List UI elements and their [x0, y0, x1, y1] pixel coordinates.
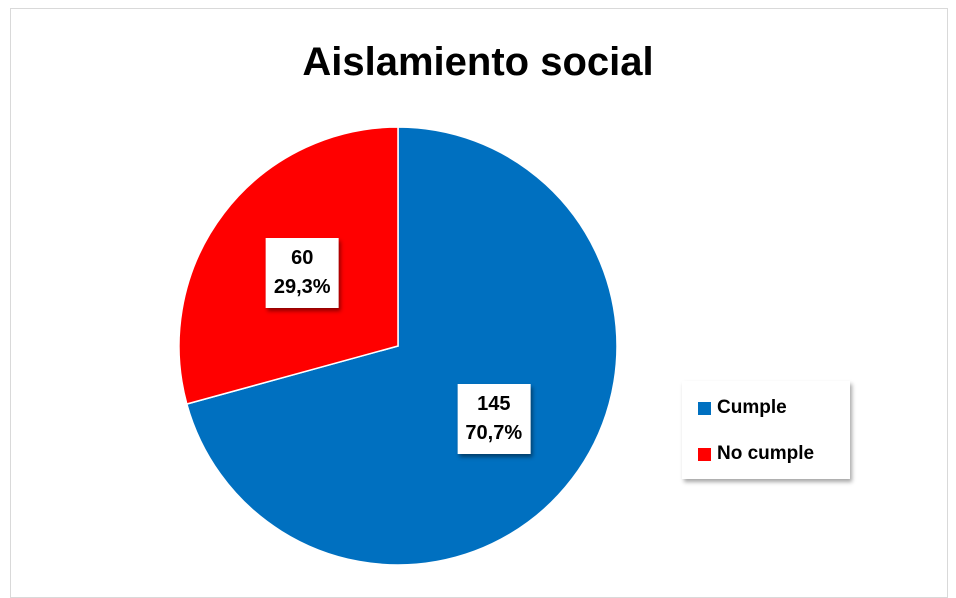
pie-chart — [178, 126, 618, 566]
data-label-value: 145 — [477, 393, 511, 416]
pie-slice-cumple — [185, 126, 618, 566]
data-label-percent: 29,3% — [273, 275, 331, 298]
legend-swatch — [698, 447, 711, 461]
legend-label: No cumple — [717, 443, 815, 464]
chart-title: Aislamiento social — [302, 40, 654, 84]
pie-slices — [178, 126, 618, 566]
data-label-percent: 70,7% — [465, 422, 523, 445]
legend-item-no-cumple: No cumple — [698, 441, 814, 467]
data-label-cumple: 145 70,7% — [457, 384, 531, 455]
legend-item-cumple: Cumple — [698, 395, 787, 421]
chart-legend: Cumple No cumple — [682, 381, 850, 479]
data-label-no-cumple: 60 29,3% — [265, 237, 339, 308]
legend-label: Cumple — [717, 397, 787, 418]
legend-swatch — [698, 401, 711, 415]
data-label-value: 60 — [291, 246, 314, 269]
